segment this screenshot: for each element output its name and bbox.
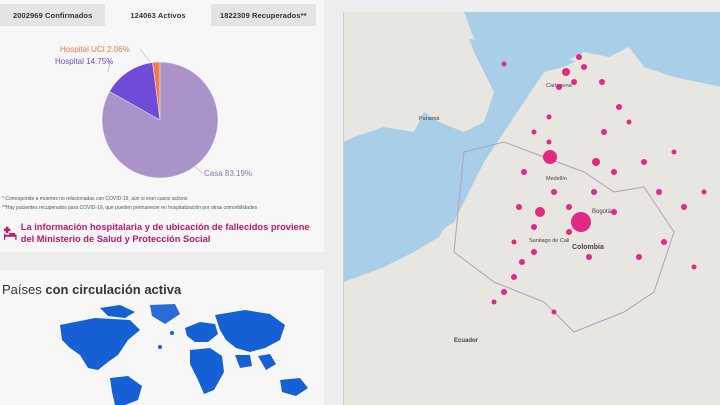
case-dot[interactable] [592, 158, 600, 166]
case-dot[interactable] [511, 239, 517, 245]
case-dot[interactable] [546, 139, 552, 145]
dashboard-panel: 2002969 Confirmados 124063 Activos 18223… [0, 0, 330, 405]
pie-label-uci: Hospital UCI 2.06% [60, 45, 130, 54]
map-label-medellin: Medellín [546, 176, 567, 182]
case-dot[interactable] [566, 204, 572, 210]
map-label-ecuador: Ecuador [454, 338, 479, 344]
hospital-bed-icon [4, 226, 17, 240]
case-dot[interactable] [551, 189, 557, 195]
case-dot[interactable] [611, 169, 617, 175]
case-dot[interactable] [491, 299, 497, 305]
case-dot[interactable] [546, 114, 552, 120]
pie-slice-hospital[interactable] [109, 62, 161, 121]
paises-title-light: Países [2, 282, 46, 297]
pie-chart-svg: Hospital UCI 2.06% Hospital 14.75% Casa 83… [55, 45, 252, 179]
colombia-map-svg: Colombia Bogotá Ecuador Medellín Cartage… [344, 12, 720, 405]
case-dot[interactable] [571, 79, 577, 85]
case-dot[interactable] [521, 169, 527, 175]
case-dot[interactable] [562, 68, 570, 76]
case-dot[interactable] [599, 79, 605, 85]
map-label-cali: Santiago de Cali [529, 238, 569, 244]
tab-activos[interactable]: 124063 Activos [105, 4, 211, 26]
footnote-2: **Hay pacientes recuperados para COVID-1… [2, 205, 258, 211]
case-dot[interactable] [535, 207, 545, 217]
map-label-panama: Panamá [419, 116, 440, 122]
case-dot[interactable] [656, 189, 662, 195]
pie-label-leader [139, 48, 151, 63]
footnote-1: * Corresponde a muertes no relacionadas … [2, 196, 188, 202]
map-label-colombia: Colombia [572, 244, 604, 251]
case-dot[interactable] [566, 229, 572, 235]
case-dot[interactable] [671, 149, 677, 155]
world-map[interactable] [0, 300, 324, 405]
paises-title: Países con circulación activa [2, 282, 181, 297]
case-dot[interactable] [701, 189, 707, 195]
case-dot[interactable] [543, 150, 557, 164]
case-dot[interactable] [531, 129, 537, 135]
case-dot[interactable] [556, 84, 562, 90]
case-dot[interactable] [576, 54, 582, 60]
case-dot[interactable] [501, 61, 507, 67]
case-dot[interactable] [571, 212, 591, 232]
case-dot[interactable] [601, 129, 607, 135]
pie-label-hospital: Hospital 14.75% [55, 57, 113, 66]
case-dot[interactable] [681, 204, 687, 210]
pie-chart: Hospital UCI 2.06% Hospital 14.75% Casa 83… [0, 30, 324, 195]
map-label-bogota: Bogotá [592, 209, 612, 215]
case-dot[interactable] [531, 249, 537, 255]
paises-title-bold: con circulación activa [45, 282, 182, 297]
case-dot[interactable] [531, 224, 537, 230]
case-dots [491, 54, 707, 315]
case-dot[interactable] [581, 64, 587, 70]
hospital-info: La información hospitalaria y de ubicaci… [4, 222, 322, 245]
pie-label-leader [189, 161, 203, 174]
case-dot[interactable] [586, 254, 592, 260]
tab-confirmados[interactable]: 2002969 Confirmados [12, 10, 93, 20]
case-dot[interactable] [611, 209, 617, 215]
cases-card: 2002969 Confirmados 124063 Activos 18223… [0, 0, 324, 252]
case-dot[interactable] [501, 289, 507, 295]
case-dot[interactable] [641, 159, 647, 165]
case-dot[interactable] [636, 254, 642, 260]
case-dot[interactable] [551, 309, 557, 315]
cases-tabs: 2002969 Confirmados 124063 Activos 18223… [0, 4, 316, 26]
case-dot[interactable] [591, 189, 597, 195]
case-dot[interactable] [511, 274, 517, 280]
tab-recuperados[interactable]: 1822309 Recuperados** [219, 10, 307, 20]
hospital-info-text: La información hospitalaria y de ubicaci… [20, 222, 310, 244]
pie-label-leader [107, 60, 111, 73]
case-dot[interactable] [516, 204, 522, 210]
case-dot[interactable] [691, 264, 697, 270]
colombia-map[interactable]: Colombia Bogotá Ecuador Medellín Cartage… [343, 12, 720, 405]
case-dot[interactable] [519, 259, 525, 265]
case-dot[interactable] [626, 119, 632, 125]
case-dot[interactable] [616, 104, 622, 110]
paises-card: Países con circulación activa [0, 270, 324, 405]
pie-label-casa: Casa 83.19% [204, 169, 252, 178]
case-dot[interactable] [661, 239, 667, 245]
